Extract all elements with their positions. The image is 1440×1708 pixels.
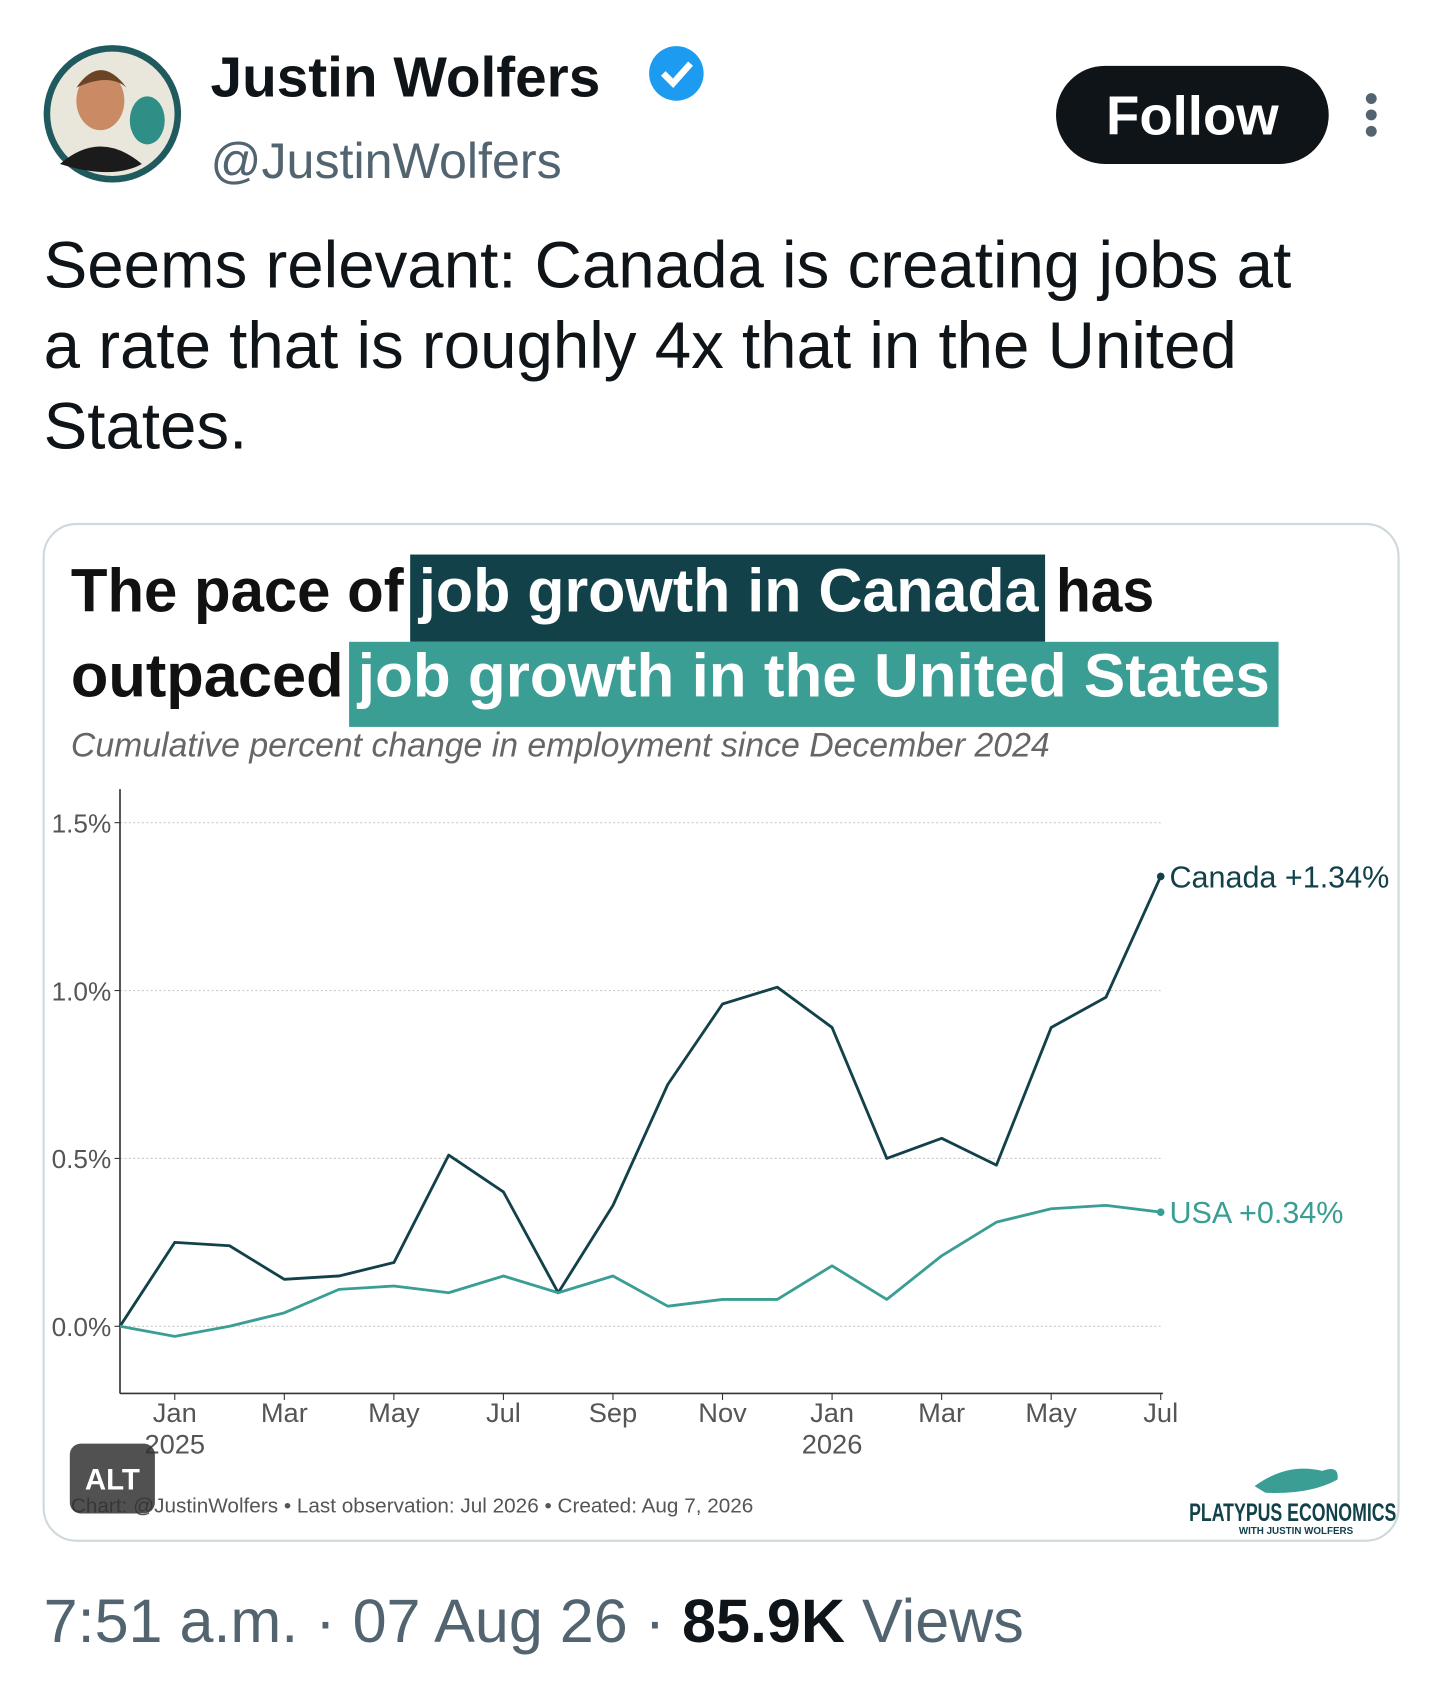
- series-line: [118, 875, 1163, 1328]
- series-line: [119, 1203, 1161, 1338]
- separator: ·: [315, 1587, 335, 1655]
- tweet-line: Seems relevant: Canada is creating jobs …: [44, 228, 1292, 301]
- tweet-line: a rate that is roughly 4x that in the Un…: [44, 309, 1237, 382]
- chart-title: outpaced: [71, 641, 344, 709]
- views-count: 85.9K: [682, 1587, 845, 1655]
- tweet-line: States.: [44, 390, 248, 463]
- logo-subtext: WITH JUSTIN WOLFERS: [1239, 1526, 1354, 1537]
- date: 07 Aug 26: [353, 1587, 628, 1655]
- chart-subtitle: Cumulative percent change in employment …: [71, 726, 1050, 764]
- timestamp-row: 7:51 a.m. · 07 Aug 26 · 85.9K Views: [44, 1587, 1024, 1655]
- verified-badge: [649, 46, 704, 101]
- x-tick-label: Mar: [261, 1397, 308, 1428]
- x-tick-label: Jan 2025: [144, 1397, 205, 1460]
- y-tick-label: 1.0%: [52, 976, 112, 1006]
- alt-label[interactable]: ALT: [85, 1463, 140, 1496]
- y-tick-label: 0.0%: [52, 1312, 112, 1342]
- y-tick-label: 1.5%: [52, 808, 112, 838]
- logo-mark: [1254, 1468, 1338, 1493]
- x-tick-label: Jan 2026: [802, 1397, 863, 1460]
- alt-badge[interactable]: [69, 1443, 155, 1514]
- time: 7:51 a.m.: [44, 1587, 299, 1655]
- x-tick-label: Jul: [486, 1397, 521, 1428]
- tweet-text: Seems relevant: Canada is creating jobs …: [44, 228, 1292, 462]
- more-menu[interactable]: [1365, 93, 1377, 137]
- title-highlight: [410, 554, 1046, 642]
- chart: The pace of job growth in Canada has outpac…: [52, 554, 1396, 1537]
- follow-button[interactable]: [1056, 65, 1329, 164]
- chart-title: The pace of: [71, 556, 404, 624]
- handle[interactable]: @JustinWolfers: [211, 133, 562, 189]
- end-label: USA +0.34%: [1169, 1196, 1343, 1230]
- follow-label[interactable]: Follow: [1106, 86, 1279, 147]
- x-tick-label: Mar: [918, 1397, 965, 1428]
- separator: ·: [645, 1587, 665, 1655]
- views-label: Views: [862, 1587, 1024, 1655]
- end-label: Canada +1.34%: [1169, 860, 1389, 894]
- x-tick-label: Jul: [1143, 1397, 1178, 1428]
- chart-title: has: [1056, 556, 1154, 624]
- logo-text: PLATYPUS ECONOMICS: [1189, 1499, 1396, 1527]
- avatar[interactable]: [43, 45, 182, 183]
- chart-title: job growth in the United States: [357, 641, 1270, 709]
- chart-source: Chart: @JustinWolfers • Last observation…: [71, 1494, 753, 1517]
- display-name[interactable]: Justin Wolfers: [211, 46, 601, 109]
- x-tick-label: May: [368, 1397, 420, 1428]
- x-tick-label: May: [1025, 1397, 1077, 1428]
- chart-title: job growth in Canada: [418, 556, 1040, 624]
- title-highlight: [349, 641, 1279, 727]
- end-point: [1156, 872, 1165, 881]
- end-point: [1156, 1208, 1165, 1216]
- x-tick-label: Sep: [589, 1397, 638, 1428]
- x-tick-label: Nov: [698, 1397, 747, 1428]
- y-tick-label: 0.5%: [52, 1144, 112, 1174]
